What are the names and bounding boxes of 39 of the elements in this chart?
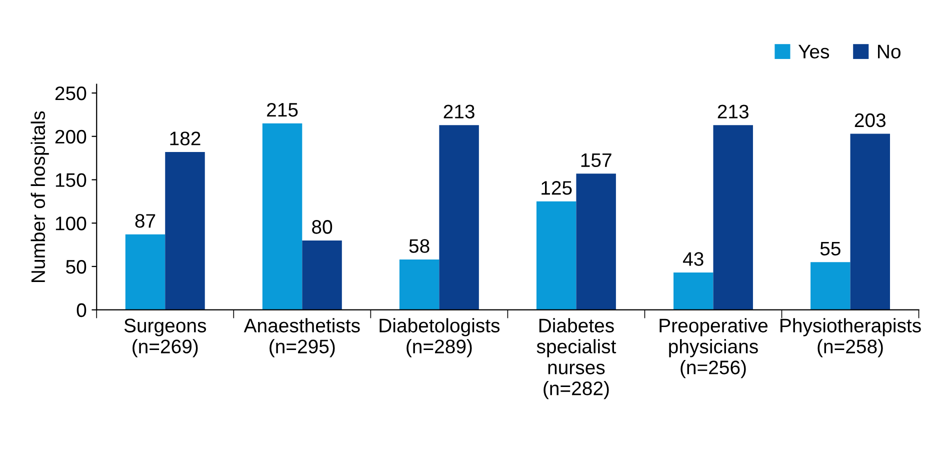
y-tick-label: 250: [55, 86, 86, 100]
data-label: 43: [683, 252, 704, 266]
bar: [810, 262, 850, 310]
bar: [439, 125, 479, 310]
data-label: 203: [854, 113, 886, 128]
x-tick-label: Diabetologists (n=289): [380, 318, 500, 358]
bar: [850, 134, 890, 310]
x-tick-label: Diabetes specialist nurses (n=282): [536, 318, 616, 400]
data-label: 80: [312, 220, 332, 234]
bar: [302, 240, 342, 310]
data-label: 58: [409, 239, 430, 253]
y-tick-label: 100: [56, 216, 86, 230]
data-label: 215: [267, 102, 298, 117]
y-axis-title: Number of hospitals: [30, 111, 49, 282]
data-label: 182: [170, 132, 200, 146]
y-tick-label: 50: [66, 260, 86, 274]
x-tick-label: Anaesthetists (n=295): [244, 318, 360, 358]
data-label: 125: [542, 181, 572, 195]
bar: [576, 174, 616, 310]
data-label: 87: [135, 214, 156, 228]
y-tick-label: 150: [56, 173, 86, 187]
legend-label: Yes: [798, 44, 830, 58]
data-label: 213: [718, 104, 748, 118]
bar: [165, 152, 205, 310]
x-tick-label: Physiotherapists (n=258): [780, 318, 921, 358]
x-tick-label: Preoperative physicians (n=256): [660, 318, 768, 378]
bar: [674, 272, 714, 310]
bar: [536, 201, 576, 310]
bar: [125, 234, 166, 310]
x-tick-label: Surgeons (n=269): [124, 318, 206, 358]
y-tick-label: 200: [55, 130, 86, 144]
legend-label: No: [878, 44, 900, 58]
bar: [399, 260, 440, 310]
bar: [262, 123, 302, 310]
data-label: 213: [444, 104, 474, 118]
data-label: 55: [820, 242, 840, 256]
y-tick-label: 0: [76, 303, 86, 318]
data-label: 157: [581, 153, 612, 168]
bar: [713, 125, 753, 310]
